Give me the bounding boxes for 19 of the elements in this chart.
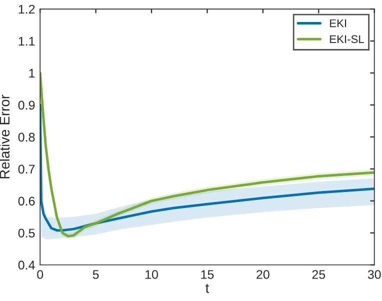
x-tick-label: 0 (37, 270, 44, 279)
x-tick-label: 20 (256, 270, 270, 279)
y-tick-label: 0.8 (18, 132, 35, 142)
x-tick-label: 25 (312, 270, 326, 279)
x-tick-label: 30 (368, 270, 381, 279)
y-tick-label: 0.4 (18, 260, 35, 270)
y-tick-label: 0.5 (18, 228, 35, 238)
x-tick-label: 10 (146, 270, 158, 279)
y-tick-label: 0.9 (18, 100, 35, 110)
y-tick-label: 1 (29, 68, 35, 78)
y-tick-label: 0.7 (18, 164, 35, 174)
y-tick-label: 0.6 (18, 196, 35, 206)
y-tick-label: 1.1 (18, 36, 35, 46)
x-tick-label: 15 (201, 270, 214, 279)
y-tick-label: 1.2 (18, 4, 35, 14)
x-axis-title: t (206, 284, 210, 293)
x-tick-label: 5 (92, 270, 99, 279)
legend-label: EKI-SL (330, 35, 364, 44)
legend-label: EKI (330, 19, 346, 28)
